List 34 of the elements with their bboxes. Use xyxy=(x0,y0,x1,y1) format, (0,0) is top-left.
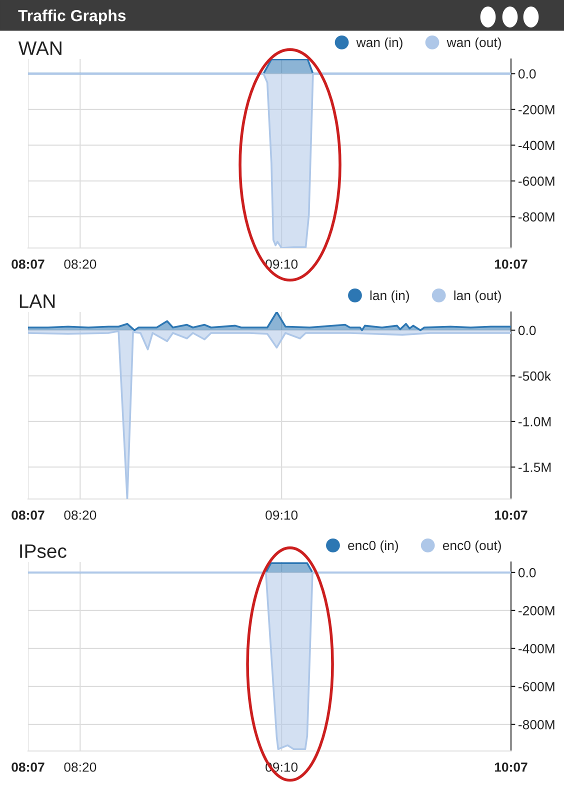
x-tick-label: 08:20 xyxy=(64,259,96,269)
text: Traffic Graphs xyxy=(18,10,126,24)
y-tick-label: -600M xyxy=(518,176,554,186)
x-tick-label: 08:20 xyxy=(64,510,96,520)
y-tick-label: -500k xyxy=(518,371,551,381)
y-tick-label: -800M xyxy=(518,720,554,730)
y-tick-label: -1.0M xyxy=(518,417,551,426)
y-tick-label: -1.5M xyxy=(518,462,551,472)
legend-label: wan (in) xyxy=(356,37,402,50)
chart-title: WAN xyxy=(18,41,62,55)
y-tick-label: 0.0 xyxy=(518,326,536,336)
x-tick-label: 08:20 xyxy=(64,762,96,772)
x-tick-label: 08:07 xyxy=(12,259,44,269)
x-tick-label: 10:07 xyxy=(494,762,528,772)
legend-label: wan (out) xyxy=(446,37,501,50)
y-tick-label: -800M xyxy=(518,212,554,222)
y-tick-label: 0.0 xyxy=(518,69,536,79)
x-tick-label: 09:10 xyxy=(266,510,298,520)
y-tick-label: 0.0 xyxy=(518,568,536,578)
chart-title: IPsec xyxy=(20,544,66,558)
x-tick-label: 10:07 xyxy=(494,510,528,520)
chart-title: LAN xyxy=(20,294,55,308)
legend-label: enc0 (in) xyxy=(348,540,398,553)
legend-label: lan (out) xyxy=(454,290,501,303)
legend-label: lan (in) xyxy=(370,290,410,303)
y-tick-label: -400M xyxy=(518,644,554,654)
y-tick-label: -200M xyxy=(518,606,554,616)
y-tick-label: -200M xyxy=(518,104,554,114)
x-tick-label: 10:07 xyxy=(494,259,528,269)
x-tick-label: 08:07 xyxy=(12,510,44,520)
y-tick-label: -600M xyxy=(518,682,554,692)
legend-label: enc0 (out) xyxy=(442,540,501,553)
x-tick-label: 08:07 xyxy=(12,762,44,772)
y-tick-label: -400M xyxy=(518,140,554,150)
